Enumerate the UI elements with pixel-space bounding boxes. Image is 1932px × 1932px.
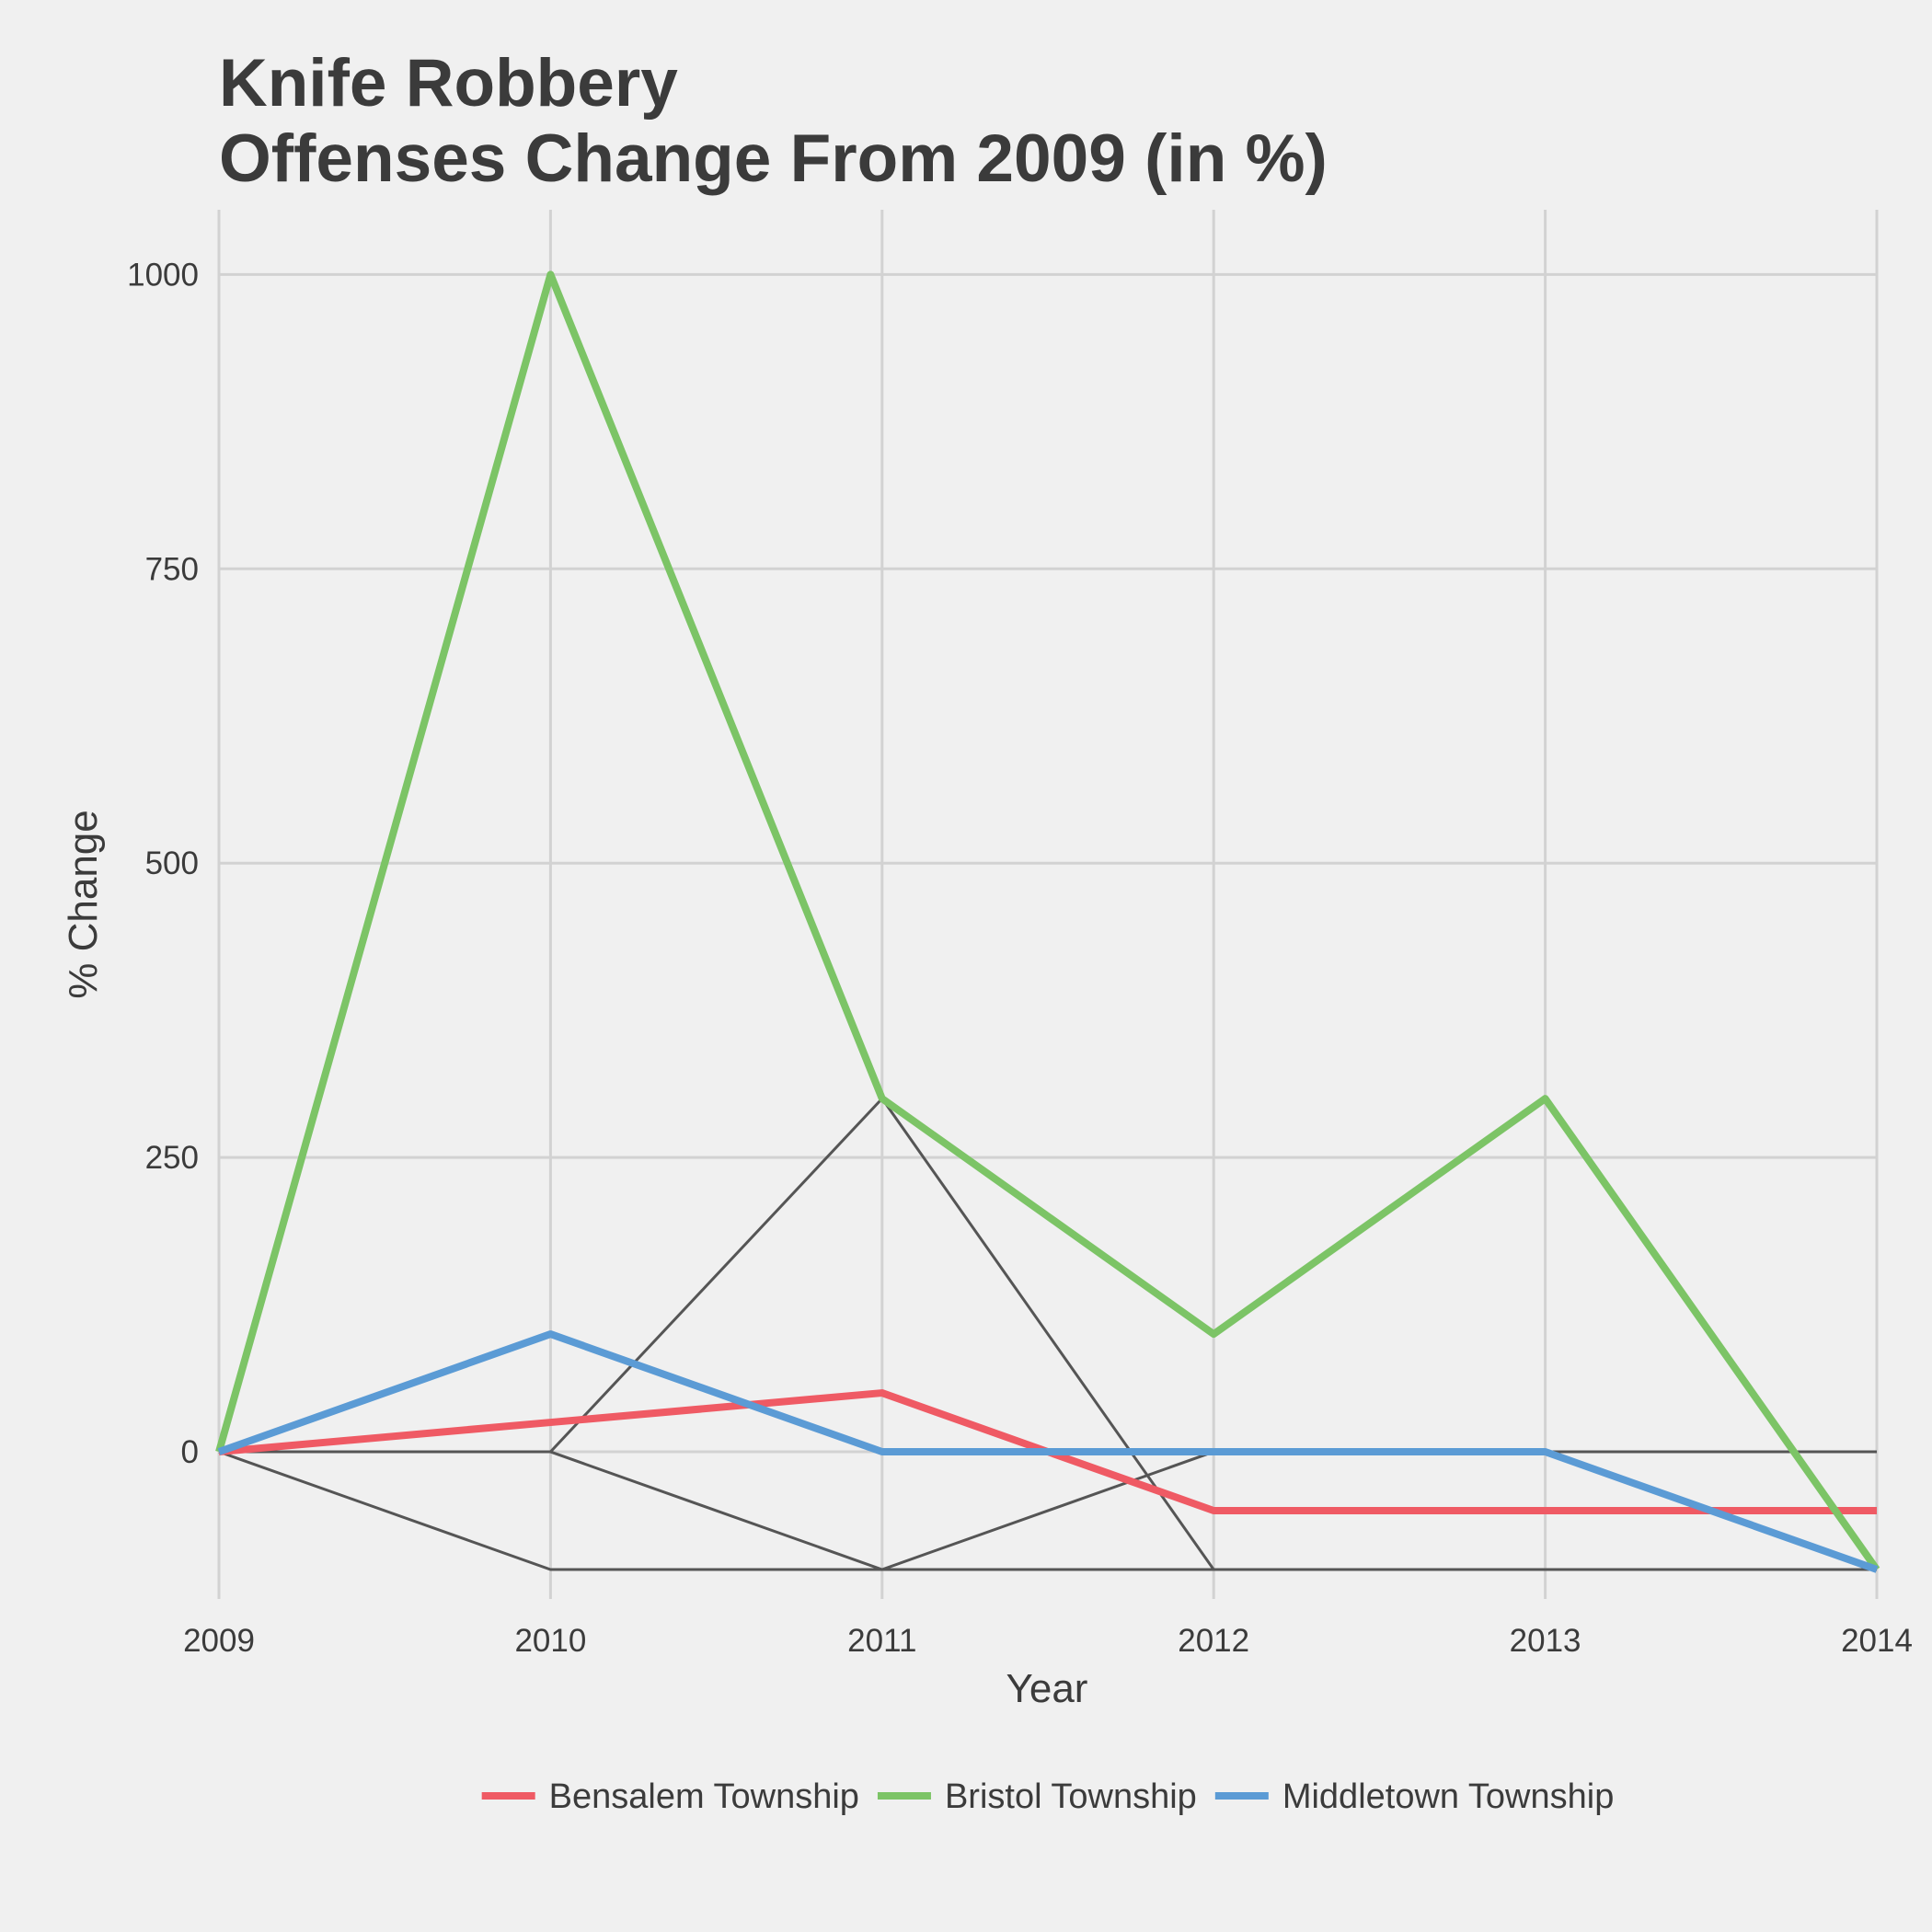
legend-label: Bensalem Township <box>549 1777 859 1816</box>
y-tick-label: 750 <box>145 551 199 587</box>
y-tick-label: 500 <box>145 845 199 881</box>
chart-title-line-2: Offenses Change From 2009 (in %) <box>219 121 1328 196</box>
x-tick-label: 2014 <box>1841 1623 1913 1659</box>
background-line-1 <box>219 1096 1877 1571</box>
y-tick-label: 1000 <box>127 257 199 293</box>
background-series <box>218 1096 1877 1571</box>
legend-item: Middletown Township <box>1214 1777 1615 1816</box>
background-line-3 <box>218 1450 1877 1571</box>
series-line-middletown-township <box>217 1330 1879 1573</box>
x-tick-label: 2010 <box>514 1623 586 1659</box>
y-tick-label: 250 <box>145 1140 199 1176</box>
series-line-bristol-township <box>215 270 1880 1572</box>
y-axis-title: % Change <box>61 810 106 998</box>
x-tick-label: 2011 <box>847 1623 916 1659</box>
x-tick-label: 2012 <box>1178 1623 1249 1659</box>
y-axis-ticks: 0 250 500 750 1000 <box>127 257 199 1470</box>
x-tick-label: 2009 <box>183 1623 255 1659</box>
x-axis-ticks: 2009 2010 2011 2012 2013 2014 <box>183 1623 1913 1659</box>
y-tick-label: 0 <box>181 1434 199 1470</box>
legend: Bensalem Township Bristol Township Middlet… <box>481 1777 1615 1816</box>
legend-label: Middletown Township <box>1282 1777 1615 1816</box>
legend-label: Bristol Township <box>945 1777 1197 1816</box>
legend-item: Bensalem Township <box>481 1777 859 1816</box>
x-tick-label: 2013 <box>1510 1623 1581 1659</box>
x-axis-title: Year <box>1006 1666 1088 1711</box>
background-line-2 <box>219 1450 1877 1571</box>
chart-title-line-1: Knife Robbery <box>219 46 678 121</box>
series-lines <box>215 270 1880 1573</box>
legend-item: Bristol Township <box>877 1777 1197 1816</box>
grid-lines <box>217 210 1879 1599</box>
